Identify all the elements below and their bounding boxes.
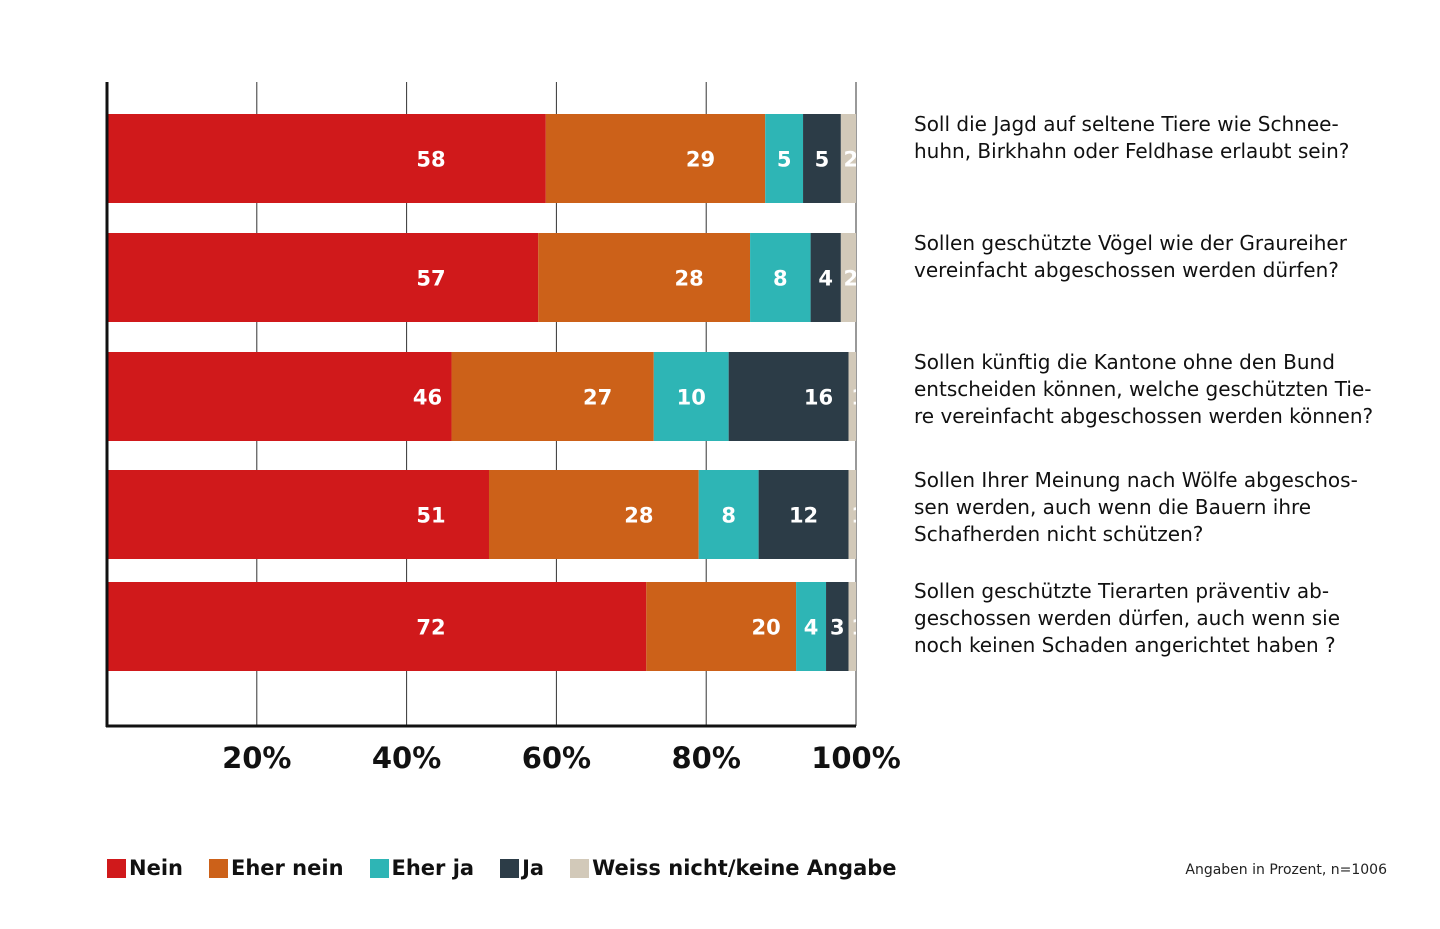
bar-segment <box>545 114 766 203</box>
bar-segment <box>107 114 546 203</box>
legend-item: Eher ja <box>369 856 475 880</box>
bar-segment <box>538 233 751 322</box>
category-label-line: re vereinfacht abgeschossen werden könne… <box>914 404 1374 428</box>
category-label: Sollen Ihrer Meinung nach Wölfe abgescho… <box>914 467 1414 548</box>
x-tick-label: 20% <box>222 741 291 775</box>
data-label: 3 <box>830 616 845 640</box>
footnote: Angaben in Prozent, n=1006 <box>1185 862 1387 878</box>
bar-segment <box>750 233 811 322</box>
bar-segment <box>803 114 841 203</box>
bar-segment <box>107 233 539 322</box>
bar-segment <box>488 470 699 559</box>
category-label-line: Soll die Jagd auf seltene Tiere wie Schn… <box>914 112 1339 136</box>
bar-segment <box>796 582 827 671</box>
legend: Nein Eher nein Eher ja Ja Weiss nicht/keine … <box>107 856 923 880</box>
bar-segment <box>653 352 729 441</box>
legend-swatch <box>369 858 389 878</box>
category-label: Sollen geschützte Tierarten präventiv ab… <box>914 578 1414 659</box>
data-label: 1 <box>851 504 866 528</box>
bar-segment <box>848 352 856 441</box>
data-label: 5 <box>815 148 830 172</box>
bar-segment <box>107 582 647 671</box>
data-label: 4 <box>818 267 833 291</box>
data-label: 27 <box>583 386 612 410</box>
data-label: 2 <box>844 267 859 291</box>
category-label: Soll die Jagd auf seltene Tiere wie Schn… <box>914 111 1414 165</box>
legend-swatch <box>208 858 228 878</box>
data-label: 1 <box>851 386 866 410</box>
legend-swatch <box>570 858 590 878</box>
category-label: Sollen künftig die Kantone ohne den Bund… <box>914 349 1414 430</box>
legend-item: Weiss nicht/keine Angabe <box>570 856 897 880</box>
category-label-line: Sollen künftig die Kantone ohne den Bund <box>914 350 1335 374</box>
bar-segment <box>848 470 856 559</box>
category-label-line: geschossen werden dürfen, auch wenn sie <box>914 606 1341 630</box>
legend-swatch <box>107 858 126 878</box>
x-tick-label: 100% <box>811 741 901 775</box>
category-label-line: entscheiden können, welche geschützten T… <box>914 377 1372 401</box>
data-label: 5 <box>777 148 792 172</box>
legend-item: Ja <box>500 856 544 880</box>
bar-segment <box>758 470 849 559</box>
legend-label: Nein <box>129 856 183 880</box>
data-label: 8 <box>721 504 736 528</box>
category-label-line: Schafherden nicht schützen? <box>914 522 1204 546</box>
data-label: 51 <box>416 504 445 528</box>
bar-segment <box>451 352 654 441</box>
data-label: 4 <box>804 616 819 640</box>
legend-label: Eher ja <box>391 856 475 880</box>
bar-segment <box>698 470 759 559</box>
data-label: 12 <box>789 504 818 528</box>
category-label: Sollen geschützte Vögel wie der Graureih… <box>914 230 1414 284</box>
category-label-line: Sollen geschützte Vögel wie der Graureih… <box>914 231 1347 255</box>
bar-segment <box>848 582 856 671</box>
bar-segment <box>826 582 849 671</box>
data-label: 29 <box>686 148 715 172</box>
data-label: 28 <box>675 267 704 291</box>
x-tick-label: 80% <box>671 741 740 775</box>
legend-label: Weiss nicht/keine Angabe <box>592 856 897 880</box>
legend-swatch <box>500 858 520 878</box>
x-tick-label: 60% <box>522 741 591 775</box>
category-label-line: vereinfacht abgeschossen werden dürfen? <box>914 258 1339 282</box>
legend-label: Ja <box>522 856 545 880</box>
data-label: 46 <box>413 386 442 410</box>
data-label: 10 <box>677 386 706 410</box>
category-label-line: sen werden, auch wenn die Bauern ihre <box>914 495 1312 519</box>
bar-segment <box>646 582 797 671</box>
data-label: 2 <box>844 148 859 172</box>
legend-item: Nein <box>107 856 183 880</box>
category-label-line: Sollen Ihrer Meinung nach Wölfe abgescho… <box>914 468 1358 492</box>
data-label: 8 <box>773 267 788 291</box>
data-label: 58 <box>416 148 445 172</box>
bars: 58 29 5 5 257 28 8 4 246 27 10 16 151 28 8 12 172 20 4 3 1 <box>107 114 866 671</box>
x-tick-label: 40% <box>372 741 441 775</box>
category-label-line: Sollen geschützte Tierarten präventiv ab… <box>914 579 1330 603</box>
legend-label: Eher nein <box>230 856 344 880</box>
data-label: 28 <box>624 504 653 528</box>
bar-segment <box>840 233 856 322</box>
bar-segment <box>107 470 489 559</box>
data-label: 16 <box>804 386 833 410</box>
bar-segment <box>107 352 452 441</box>
legend-item: Eher nein <box>208 856 344 880</box>
category-label-line: noch keinen Schaden angerichtet haben ? <box>914 633 1336 657</box>
bar-segment <box>840 114 856 203</box>
data-label: 20 <box>751 616 780 640</box>
data-label: 72 <box>416 616 445 640</box>
bar-segment <box>810 233 841 322</box>
data-label: 1 <box>851 616 866 640</box>
bar-segment <box>765 114 804 203</box>
bar-segment <box>728 352 849 441</box>
category-label-line: huhn, Birkhahn oder Feldhase erlaubt sei… <box>914 139 1350 163</box>
data-label: 57 <box>416 267 445 291</box>
